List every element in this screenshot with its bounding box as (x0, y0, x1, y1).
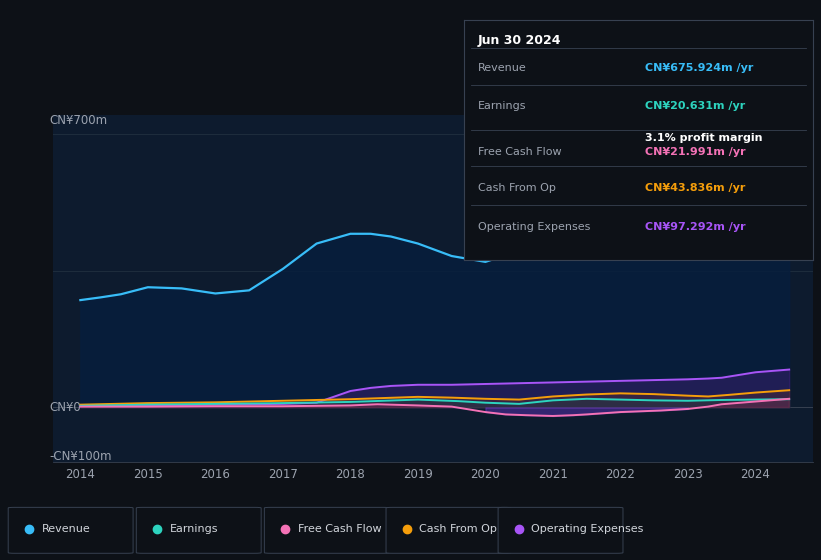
Text: Free Cash Flow: Free Cash Flow (478, 147, 562, 157)
Text: Earnings: Earnings (170, 524, 218, 534)
Text: Revenue: Revenue (478, 63, 526, 73)
Text: CN¥43.836m /yr: CN¥43.836m /yr (645, 183, 745, 193)
Text: 3.1% profit margin: 3.1% profit margin (645, 133, 763, 143)
FancyBboxPatch shape (386, 507, 511, 553)
Text: -CN¥100m: -CN¥100m (49, 450, 112, 463)
Text: CN¥21.991m /yr: CN¥21.991m /yr (645, 147, 746, 157)
FancyBboxPatch shape (264, 507, 389, 553)
FancyBboxPatch shape (498, 507, 623, 553)
Text: CN¥675.924m /yr: CN¥675.924m /yr (645, 63, 754, 73)
Text: CN¥700m: CN¥700m (49, 114, 108, 127)
Text: Cash From Op: Cash From Op (478, 183, 556, 193)
Text: CN¥0: CN¥0 (49, 401, 81, 414)
Text: CN¥97.292m /yr: CN¥97.292m /yr (645, 222, 746, 232)
Text: Operating Expenses: Operating Expenses (531, 524, 644, 534)
Text: Revenue: Revenue (42, 524, 90, 534)
FancyBboxPatch shape (136, 507, 261, 553)
Text: Free Cash Flow: Free Cash Flow (298, 524, 381, 534)
Text: CN¥20.631m /yr: CN¥20.631m /yr (645, 101, 745, 111)
FancyBboxPatch shape (8, 507, 133, 553)
Text: Jun 30 2024: Jun 30 2024 (478, 34, 562, 47)
Text: Earnings: Earnings (478, 101, 526, 111)
Text: Cash From Op: Cash From Op (420, 524, 498, 534)
Text: Operating Expenses: Operating Expenses (478, 222, 590, 232)
